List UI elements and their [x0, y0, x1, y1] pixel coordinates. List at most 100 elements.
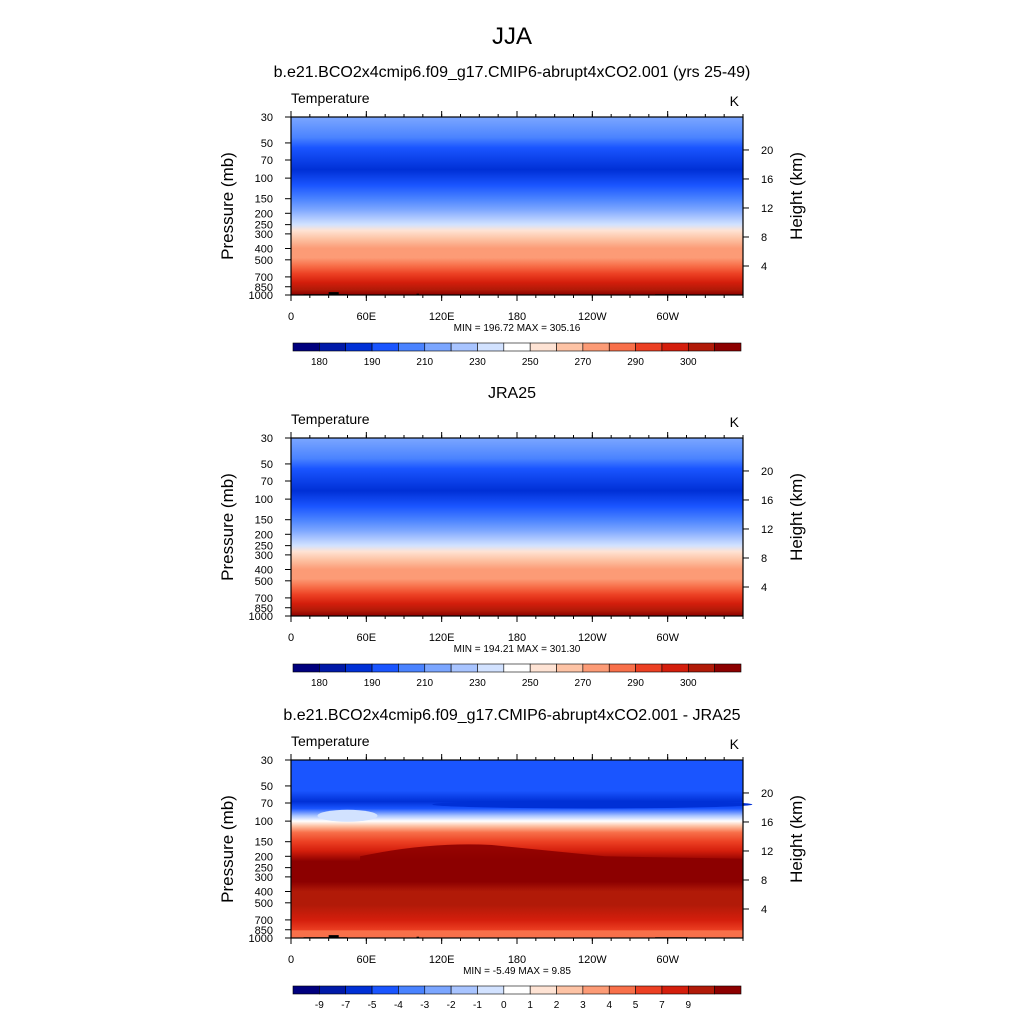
colorbar-box [424, 663, 452, 673]
y-tick-label: 200 [255, 851, 273, 863]
colorbar-label: 7 [659, 1000, 665, 1011]
panel-1: b.e21.BCO2x4cmip6.f09_g17.CMIP6-abrupt4x… [218, 64, 806, 368]
colorbar-box [608, 342, 636, 352]
y-tick-label: 300 [255, 872, 273, 884]
min-max-stats: MIN = -5.49 MAX = 9.85 [463, 966, 571, 977]
y-tick-label: 30 [261, 755, 273, 767]
x-tick-label: 120E [429, 632, 455, 644]
panel-title: b.e21.BCO2x4cmip6.f09_g17.CMIP6-abrupt4x… [283, 707, 740, 724]
y-right-tick-label: 8 [761, 232, 767, 244]
colorbar-box [371, 342, 399, 352]
y-tick-label: 50 [261, 459, 273, 471]
colorbar-label: 190 [364, 357, 381, 368]
x-tick-label: 120W [578, 632, 607, 644]
colorbar-box [477, 985, 505, 995]
y-tick-label: 150 [255, 194, 273, 206]
topography [328, 935, 339, 938]
colorbar-box [292, 985, 320, 995]
colorbar-box [687, 985, 715, 995]
y-tick-label: 200 [255, 208, 273, 220]
left-string: Temperature [291, 411, 370, 427]
y-axis-title: Pressure (mb) [218, 473, 237, 581]
colorbar-box [450, 342, 478, 352]
y-tick-label: 850 [255, 925, 273, 937]
colorbar-box [635, 342, 663, 352]
colorbar-box [635, 985, 663, 995]
x-tick-label: 120W [578, 311, 607, 323]
colorbar-box [529, 663, 557, 673]
y-right-axis-title: Height (km) [787, 795, 806, 883]
field-contour [432, 800, 753, 809]
y-tick-label: 30 [261, 112, 273, 124]
colorbar-box [556, 985, 584, 995]
colorbar-box [450, 985, 478, 995]
colorbar-label: 230 [469, 678, 486, 689]
x-tick-label: 180 [508, 311, 526, 323]
x-tick-label: 60W [656, 311, 679, 323]
topography [328, 292, 339, 295]
colorbar-box [635, 663, 663, 673]
field-contour [291, 930, 743, 938]
colorbar-box [687, 342, 715, 352]
colorbar-box [477, 342, 505, 352]
colorbar-label: 0 [501, 1000, 507, 1011]
panel-2: JRA25 Temperature K 0 60E 120E 180 120W 60W 30 50 7… [218, 385, 806, 689]
right-string: K [730, 93, 740, 109]
y-right-tick-label: 4 [761, 261, 767, 273]
colorbar-label: 210 [416, 678, 433, 689]
colorbar-box [714, 663, 742, 673]
colorbar-label: -3 [420, 1000, 429, 1011]
colorbar-box [556, 663, 584, 673]
y-tick-label: 300 [255, 229, 273, 241]
colorbar-label: 300 [680, 357, 697, 368]
y-tick-label: 70 [261, 798, 273, 810]
left-string: Temperature [291, 733, 370, 749]
colorbar-label: -1 [473, 1000, 482, 1011]
y-tick-label: 1000 [249, 290, 273, 302]
colorbar-label: 300 [680, 678, 697, 689]
colorbar-box [714, 342, 742, 352]
colorbar-box [371, 985, 399, 995]
y-right-tick-label: 16 [761, 174, 773, 186]
colorbar-label: 270 [575, 357, 592, 368]
colorbar-box [661, 342, 689, 352]
x-tick-label: 120W [578, 954, 607, 966]
colorbar-label: 210 [416, 357, 433, 368]
min-max-stats: MIN = 194.21 MAX = 301.30 [454, 644, 581, 655]
colorbar-box [398, 342, 426, 352]
topography [416, 293, 420, 295]
x-tick-label: 60E [357, 954, 377, 966]
x-tick-label: 120E [429, 954, 455, 966]
colorbar-box [450, 663, 478, 673]
colorbar-box [345, 342, 373, 352]
temperature-field [291, 117, 743, 295]
colorbar-box [687, 663, 715, 673]
colorbar-label: 9 [686, 1000, 692, 1011]
colorbar-box [371, 663, 399, 673]
y-tick-label: 700 [255, 915, 273, 927]
colorbar-label: 230 [469, 357, 486, 368]
panel-title: b.e21.BCO2x4cmip6.f09_g17.CMIP6-abrupt4x… [274, 64, 751, 81]
colorbar-box [503, 985, 531, 995]
topography [416, 936, 420, 938]
y-right-tick-label: 8 [761, 553, 767, 565]
y-right-axis-title: Height (km) [787, 152, 806, 240]
y-tick-label: 700 [255, 593, 273, 605]
colorbar-box [556, 342, 584, 352]
colorbar-box [345, 985, 373, 995]
y-tick-label: 850 [255, 603, 273, 615]
y-tick-label: 400 [255, 886, 273, 898]
y-tick-label: 700 [255, 272, 273, 284]
panels: b.e21.BCO2x4cmip6.f09_g17.CMIP6-abrupt4x… [218, 64, 806, 1011]
y-tick-label: 250 [255, 863, 273, 875]
colorbar-label: 290 [627, 678, 644, 689]
y-tick-label: 250 [255, 220, 273, 232]
colorbar-label: 2 [554, 1000, 560, 1011]
colorbar-label: -9 [315, 1000, 324, 1011]
colorbar-box [477, 663, 505, 673]
y-right-tick-label: 12 [761, 203, 773, 215]
colorbar-label: 290 [627, 357, 644, 368]
x-tick-label: 0 [288, 954, 294, 966]
colorbar-box [608, 985, 636, 995]
